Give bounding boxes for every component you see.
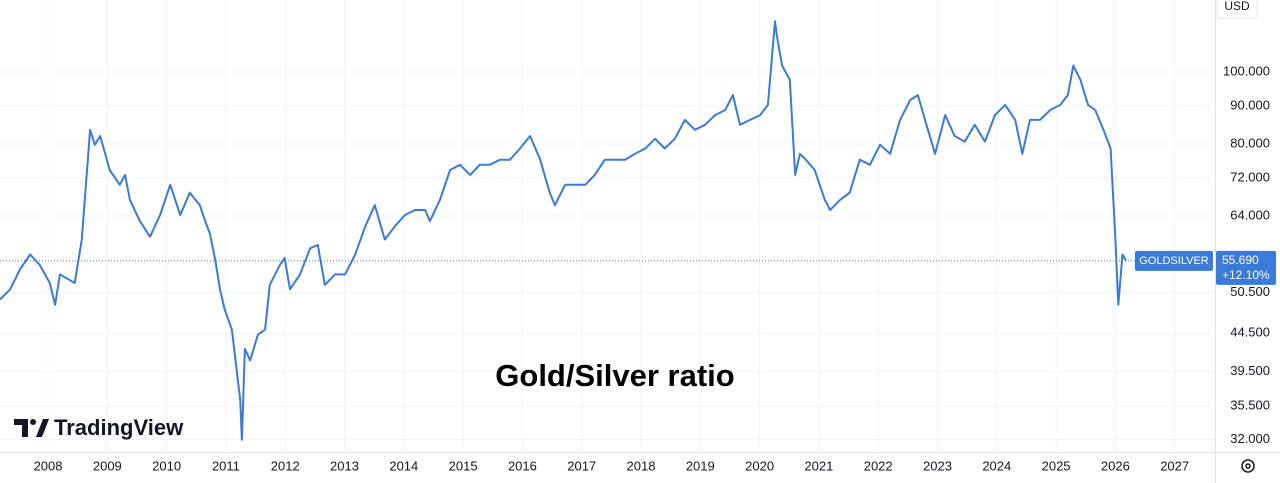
y-tick-label: 44.500 (1230, 325, 1270, 340)
y-tick-label: 80.000 (1230, 135, 1270, 150)
x-tick-label: 2018 (627, 458, 656, 473)
currency[interactable]: USD (1224, 0, 1250, 13)
annotation: Gold/Silver ratio (495, 358, 734, 393)
plot (0, 20, 1215, 441)
x-tick-label: 2008 (34, 458, 63, 473)
x-tick-label: 2026 (1101, 458, 1130, 473)
grid (0, 0, 1215, 452)
x-tick-label: 2025 (1042, 458, 1071, 473)
x-tick-label: 2014 (389, 458, 418, 473)
symbol-label: GOLDSILVER (1139, 255, 1209, 267)
x-tick-label: 2023 (923, 458, 952, 473)
x-tick-label: 2021 (804, 458, 833, 473)
y-tick-label: 39.500 (1230, 363, 1270, 378)
x-tick-label: 2016 (508, 458, 537, 473)
x-tick-label: 2009 (93, 458, 122, 473)
y-tick-label: 100.000 (1223, 63, 1270, 78)
x-tick-label: 2013 (330, 458, 359, 473)
x-tick-label: 2012 (271, 458, 300, 473)
x-tick-label: 2015 (449, 458, 478, 473)
y-tick-label: 72.000 (1230, 169, 1270, 184)
change-label: +12.10% (1222, 268, 1270, 282)
y-tick-label: 90.000 (1230, 97, 1270, 112)
x-tick-label: 2022 (864, 458, 893, 473)
x-tick-label: 2011 (212, 458, 240, 473)
x-tick-label: 2010 (152, 458, 181, 473)
price-line (0, 20, 1127, 441)
y-tick-label: 50.500 (1230, 284, 1270, 299)
y-tick-label: 32.000 (1230, 431, 1270, 446)
symbol-badge (1135, 250, 1213, 271)
settings-button[interactable] (1241, 459, 1255, 473)
y-tick-label: 64.000 (1230, 207, 1270, 222)
last-value-label: 55.690 (1222, 253, 1259, 267)
watermark-logo (14, 419, 49, 437)
watermark: TradingView (54, 415, 184, 440)
x-tick-label: 2020 (745, 458, 774, 473)
x-tick-label: 2017 (567, 458, 596, 473)
x-tick-label: 2024 (982, 458, 1011, 473)
last-value-badge (1216, 250, 1276, 285)
currency-button[interactable] (1216, 0, 1258, 19)
x-tick-label: 2019 (686, 458, 715, 473)
x-tick-label: 2027 (1160, 458, 1189, 473)
y-tick-label: 35.500 (1230, 398, 1270, 413)
